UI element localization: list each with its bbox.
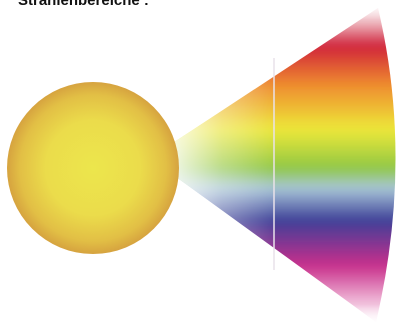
sun-circle — [7, 82, 179, 254]
spectrum-fan — [150, 8, 396, 322]
diagram-title: Strahlenbereiche : — [18, 0, 149, 9]
